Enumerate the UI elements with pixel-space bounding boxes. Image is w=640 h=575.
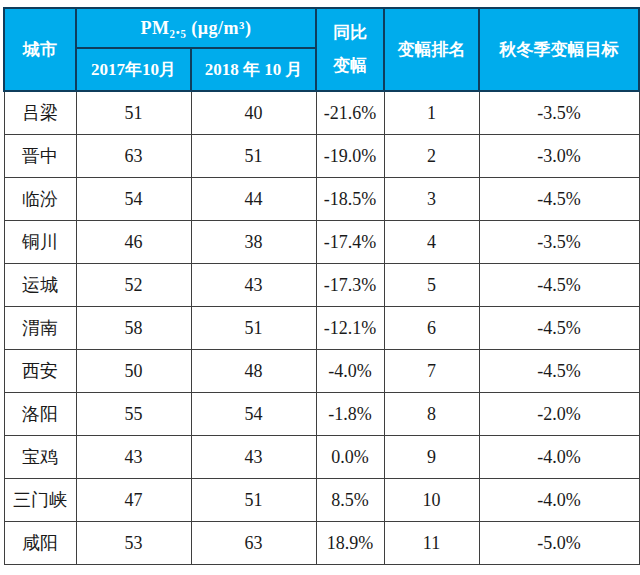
header-city: 城市 — [4, 8, 76, 91]
pm25-data-table: 城市 PM₂.₅ (μg/m³) 同比 变幅 变幅排名 秋冬季变幅目标 2017… — [3, 7, 640, 565]
cell-yoy-change: -12.1% — [316, 307, 384, 350]
table-row: 西安 50 48 -4.0% 7 -4.5% — [4, 350, 639, 393]
table-row: 渭南 58 51 -12.1% 6 -4.5% — [4, 307, 639, 350]
table-row: 临汾 54 44 -18.5% 3 -4.5% — [4, 178, 639, 221]
cell-target: -4.5% — [479, 350, 639, 393]
cell-city: 运城 — [4, 264, 76, 307]
cell-target: -3.5% — [479, 91, 639, 135]
cell-pm-2017: 53 — [76, 522, 191, 565]
cell-pm-2018: 63 — [191, 522, 316, 565]
table-row: 宝鸡 43 43 0.0% 9 -4.0% — [4, 436, 639, 479]
cell-yoy-change: 0.0% — [316, 436, 384, 479]
table-row: 晋中 63 51 -19.0% 2 -3.0% — [4, 135, 639, 178]
header-target: 秋冬季变幅目标 — [479, 8, 639, 91]
table-row: 铜川 46 38 -17.4% 4 -3.5% — [4, 221, 639, 264]
cell-pm-2018: 44 — [191, 178, 316, 221]
cell-pm-2017: 47 — [76, 479, 191, 522]
cell-yoy-change: -19.0% — [316, 135, 384, 178]
header-yoy-change: 同比 变幅 — [316, 8, 384, 91]
cell-rank: 6 — [384, 307, 479, 350]
table-body: 吕梁 51 40 -21.6% 1 -3.5% 晋中 63 51 -19.0% … — [4, 91, 639, 565]
cell-rank: 1 — [384, 91, 479, 135]
cell-target: -4.5% — [479, 307, 639, 350]
cell-city: 渭南 — [4, 307, 76, 350]
cell-rank: 2 — [384, 135, 479, 178]
cell-yoy-change: -18.5% — [316, 178, 384, 221]
header-row-1: 城市 PM₂.₅ (μg/m³) 同比 变幅 变幅排名 秋冬季变幅目标 — [4, 8, 639, 48]
cell-pm-2018: 51 — [191, 307, 316, 350]
cell-city: 咸阳 — [4, 522, 76, 565]
cell-target: -4.5% — [479, 264, 639, 307]
cell-city: 晋中 — [4, 135, 76, 178]
header-oct-2018: 2018 年 10 月 — [191, 48, 316, 91]
cell-rank: 8 — [384, 393, 479, 436]
cell-pm-2018: 51 — [191, 135, 316, 178]
cell-city: 洛阳 — [4, 393, 76, 436]
table-row: 吕梁 51 40 -21.6% 1 -3.5% — [4, 91, 639, 135]
cell-pm-2017: 43 — [76, 436, 191, 479]
header-pm-group: PM₂.₅ (μg/m³) — [76, 8, 316, 48]
cell-target: -5.0% — [479, 522, 639, 565]
page: 城市 PM₂.₅ (μg/m³) 同比 变幅 变幅排名 秋冬季变幅目标 2017… — [0, 0, 640, 575]
cell-pm-2017: 54 — [76, 178, 191, 221]
cell-city: 临汾 — [4, 178, 76, 221]
cell-rank: 4 — [384, 221, 479, 264]
cell-rank: 7 — [384, 350, 479, 393]
cell-pm-2017: 50 — [76, 350, 191, 393]
cell-rank: 9 — [384, 436, 479, 479]
table-header: 城市 PM₂.₅ (μg/m³) 同比 变幅 变幅排名 秋冬季变幅目标 2017… — [4, 8, 639, 91]
cell-pm-2018: 38 — [191, 221, 316, 264]
cell-yoy-change: -4.0% — [316, 350, 384, 393]
cell-pm-2017: 46 — [76, 221, 191, 264]
cell-pm-2017: 55 — [76, 393, 191, 436]
cell-city: 吕梁 — [4, 91, 76, 135]
cell-city: 西安 — [4, 350, 76, 393]
cell-pm-2017: 52 — [76, 264, 191, 307]
cell-city: 铜川 — [4, 221, 76, 264]
cell-pm-2017: 58 — [76, 307, 191, 350]
cell-pm-2018: 51 — [191, 479, 316, 522]
table-row: 三门峡 47 51 8.5% 10 -4.0% — [4, 479, 639, 522]
table-row: 洛阳 55 54 -1.8% 8 -2.0% — [4, 393, 639, 436]
cell-target: -4.0% — [479, 479, 639, 522]
cell-pm-2017: 63 — [76, 135, 191, 178]
cell-target: -3.0% — [479, 135, 639, 178]
cell-target: -4.0% — [479, 436, 639, 479]
cell-city: 三门峡 — [4, 479, 76, 522]
cell-rank: 11 — [384, 522, 479, 565]
cell-yoy-change: -1.8% — [316, 393, 384, 436]
cell-rank: 10 — [384, 479, 479, 522]
cell-pm-2018: 43 — [191, 264, 316, 307]
cell-yoy-change: -17.3% — [316, 264, 384, 307]
cell-target: -4.5% — [479, 178, 639, 221]
cell-yoy-change: -17.4% — [316, 221, 384, 264]
cell-yoy-change: -21.6% — [316, 91, 384, 135]
cell-pm-2018: 43 — [191, 436, 316, 479]
cell-pm-2018: 40 — [191, 91, 316, 135]
cell-pm-2017: 51 — [76, 91, 191, 135]
cell-yoy-change: 18.9% — [316, 522, 384, 565]
header-oct-2017: 2017年10月 — [76, 48, 191, 91]
table-row: 咸阳 53 63 18.9% 11 -5.0% — [4, 522, 639, 565]
cell-target: -3.5% — [479, 221, 639, 264]
cell-city: 宝鸡 — [4, 436, 76, 479]
cell-pm-2018: 54 — [191, 393, 316, 436]
cell-rank: 5 — [384, 264, 479, 307]
cell-yoy-change: 8.5% — [316, 479, 384, 522]
header-rank: 变幅排名 — [384, 8, 479, 91]
cell-pm-2018: 48 — [191, 350, 316, 393]
cell-target: -2.0% — [479, 393, 639, 436]
cell-rank: 3 — [384, 178, 479, 221]
table-row: 运城 52 43 -17.3% 5 -4.5% — [4, 264, 639, 307]
